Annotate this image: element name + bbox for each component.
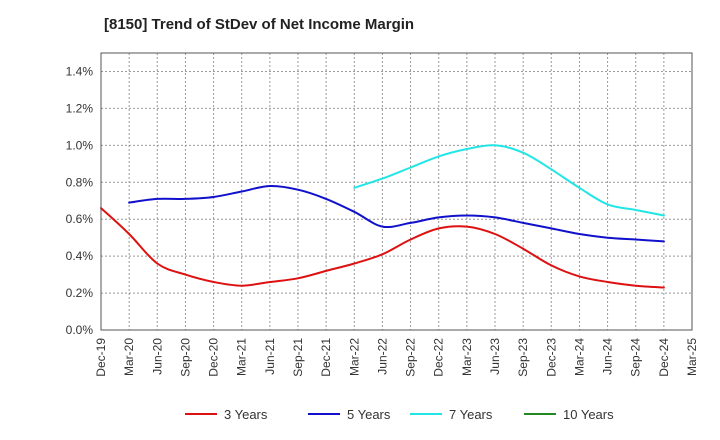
series-lines bbox=[100, 144, 665, 289]
legend-label-7-years: 7 Years bbox=[449, 407, 493, 422]
x-tick-label: Mar-25 bbox=[685, 338, 699, 376]
grid bbox=[101, 53, 692, 330]
x-tick-label: Dec-19 bbox=[94, 338, 108, 377]
series-line-3-years bbox=[100, 207, 665, 289]
x-tick-label: Sep-24 bbox=[629, 338, 643, 377]
y-tick-label: 1.0% bbox=[66, 138, 94, 152]
axes: 0.0% 0.2% 0.4% 0.6% 0.8% 1.0% 1.2% 1.4% Dec-19 Ma… bbox=[66, 52, 699, 377]
legend-label-5-years: 5 Years bbox=[347, 407, 391, 422]
y-tick-label: 0.2% bbox=[66, 286, 94, 300]
x-tick-label: Dec-22 bbox=[432, 338, 446, 377]
x-tick-label: Mar-23 bbox=[460, 338, 474, 376]
x-tick-label: Jun-24 bbox=[601, 338, 615, 375]
x-tick-label: Mar-22 bbox=[347, 338, 361, 376]
legend: 3 Years 5 Years 7 Years 10 Years bbox=[185, 407, 614, 422]
y-tick-label: 0.0% bbox=[66, 323, 94, 337]
y-tick-label: 1.2% bbox=[66, 101, 94, 115]
y-tick-label: 0.6% bbox=[66, 212, 94, 226]
x-tick-label: Dec-23 bbox=[544, 338, 558, 377]
y-tick-label: 0.8% bbox=[66, 175, 94, 189]
x-tick-label: Jun-23 bbox=[488, 338, 502, 375]
x-tick-label: Dec-20 bbox=[207, 338, 221, 377]
y-tick-label: 1.4% bbox=[66, 64, 94, 78]
series-line-5-years bbox=[128, 184, 665, 243]
x-tick-label: Sep-23 bbox=[516, 338, 530, 377]
legend-label-10-years: 10 Years bbox=[563, 407, 614, 422]
x-tick-label: Sep-21 bbox=[291, 338, 305, 377]
x-tick-label: Jun-21 bbox=[263, 338, 277, 375]
series-line-7-years bbox=[353, 144, 665, 217]
x-tick-label: Jun-22 bbox=[375, 338, 389, 375]
legend-label-3-years: 3 Years bbox=[224, 407, 268, 422]
chart-title: [8150] Trend of StDev of Net Income Marg… bbox=[104, 16, 415, 33]
plot-frame bbox=[100, 52, 693, 331]
x-tick-label: Mar-20 bbox=[122, 338, 136, 376]
x-tick-label: Sep-22 bbox=[404, 338, 418, 377]
x-tick-label: Dec-21 bbox=[319, 338, 333, 377]
x-tick-label: Sep-20 bbox=[178, 338, 192, 377]
x-tick-label: Mar-24 bbox=[572, 338, 586, 376]
y-tick-label: 0.4% bbox=[66, 249, 94, 263]
x-tick-label: Mar-21 bbox=[235, 338, 249, 376]
x-tick-label: Dec-24 bbox=[657, 338, 671, 377]
x-tick-label: Jun-20 bbox=[150, 338, 164, 375]
